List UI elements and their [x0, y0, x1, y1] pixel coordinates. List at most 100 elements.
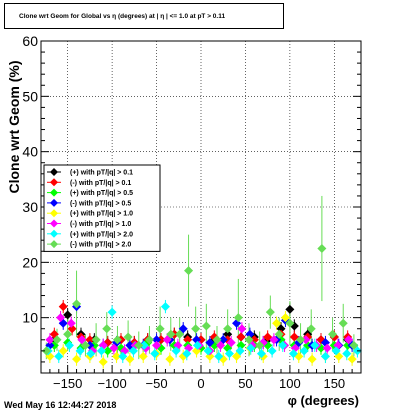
- data-point: [236, 332, 246, 342]
- data-point: [201, 321, 211, 331]
- x-tick-label: 50: [238, 376, 252, 391]
- data-point: [301, 335, 311, 345]
- data-point: [285, 304, 295, 314]
- data-point: [152, 335, 162, 345]
- data-point: [244, 335, 254, 345]
- data-point: [232, 351, 242, 361]
- axis-ticks: [40, 40, 362, 374]
- data-point: [216, 340, 226, 350]
- data-point: [118, 351, 128, 361]
- data-point: [160, 302, 170, 312]
- data-point: [191, 324, 201, 334]
- data-point: [52, 335, 62, 345]
- timestamp-footer: Wed May 16 12:44:27 2018: [4, 400, 117, 410]
- data-point: [112, 335, 122, 345]
- data-point: [152, 340, 162, 350]
- data-point: [299, 346, 309, 356]
- data-point: [226, 338, 236, 348]
- data-point: [86, 349, 96, 359]
- legend-entry: (-) with pT/|q| > 2.0: [70, 242, 131, 249]
- data-point: [342, 349, 352, 359]
- data-point: [280, 313, 290, 323]
- y-tick-label: 50: [22, 88, 38, 104]
- data-point: [278, 340, 288, 350]
- x-tick-label: −150: [53, 376, 82, 391]
- data-point: [245, 329, 255, 339]
- data-point: [269, 335, 279, 345]
- x-axis-label: φ (degrees): [288, 393, 359, 408]
- data-point: [192, 340, 202, 350]
- data-point: [338, 318, 348, 328]
- data-point: [182, 349, 192, 359]
- data-point: [56, 313, 66, 323]
- data-point: [58, 346, 68, 356]
- data-point: [306, 324, 316, 334]
- data-point: [223, 324, 233, 334]
- data-point: [64, 340, 74, 350]
- data-point: [165, 354, 175, 364]
- data-point: [288, 349, 298, 359]
- legend-entry: (-) with pT/|q| > 0.1: [70, 180, 131, 187]
- data-point: [349, 340, 359, 350]
- data-point: [67, 324, 77, 334]
- data-point: [296, 335, 306, 345]
- data-point: [58, 302, 68, 312]
- data-point: [347, 354, 357, 364]
- data-point: [41, 346, 51, 356]
- legend-entry: (-) with pT/|q| > 1.0: [70, 221, 131, 228]
- data-point: [72, 354, 82, 364]
- data-point: [166, 329, 176, 339]
- y-tick-label: 30: [22, 199, 38, 215]
- data-point: [224, 349, 234, 359]
- data-point: [144, 335, 154, 345]
- data-point: [63, 310, 73, 320]
- tick-labels: −150 −100 −50 0 50 100 150 10 20 30 40 50 60: [22, 33, 345, 391]
- x-tick-label: 0: [197, 376, 204, 391]
- data-point: [255, 340, 265, 350]
- legend-entry: (-) with pT/|q| > 0.5: [70, 200, 131, 207]
- data-point: [246, 343, 256, 353]
- data-point: [155, 324, 165, 334]
- data-point: [175, 329, 185, 339]
- data-point: [80, 340, 90, 350]
- data-point: [267, 346, 277, 356]
- legend: (+) with pT/|q| > 0.1 (-) with pT/|q| > 0…: [43, 164, 161, 252]
- data-point: [320, 351, 330, 361]
- data-point: [123, 332, 133, 342]
- data-point: [96, 346, 106, 356]
- data-point: [331, 346, 341, 356]
- data-point: [236, 340, 246, 350]
- data-point: [256, 349, 266, 359]
- data-point: [134, 340, 144, 350]
- y-tick-label: 10: [22, 310, 38, 326]
- x-tick-label: 100: [279, 376, 301, 391]
- data-point: [112, 351, 122, 361]
- data-point: [328, 329, 338, 339]
- data-point: [125, 354, 135, 364]
- data-point: [223, 329, 233, 339]
- legend-entry: (+) with pT/|q| > 0.5: [70, 190, 133, 197]
- data-point: [85, 335, 95, 345]
- legend-entry: (+) with pT/|q| > 1.0: [70, 211, 133, 218]
- data-point: [45, 335, 55, 345]
- data-point: [77, 335, 87, 345]
- data-point: [102, 324, 112, 334]
- data-point: [233, 313, 243, 323]
- data-point: [138, 351, 148, 361]
- data-points: [41, 244, 362, 367]
- chart-title: Clone wrt Geom for Global vs η (degrees)…: [4, 3, 284, 29]
- data-point: [184, 266, 194, 276]
- data-point: [54, 351, 64, 361]
- data-point: [285, 318, 295, 328]
- data-point: [317, 244, 327, 253]
- y-tick-label: 20: [22, 254, 38, 270]
- y-tick-label: 40: [22, 144, 38, 160]
- data-point: [322, 343, 332, 353]
- data-point: [107, 307, 117, 317]
- data-point: [203, 346, 213, 356]
- x-tick-label: −50: [146, 376, 168, 391]
- data-point: [205, 338, 215, 348]
- data-point: [63, 329, 73, 339]
- data-point: [128, 346, 138, 356]
